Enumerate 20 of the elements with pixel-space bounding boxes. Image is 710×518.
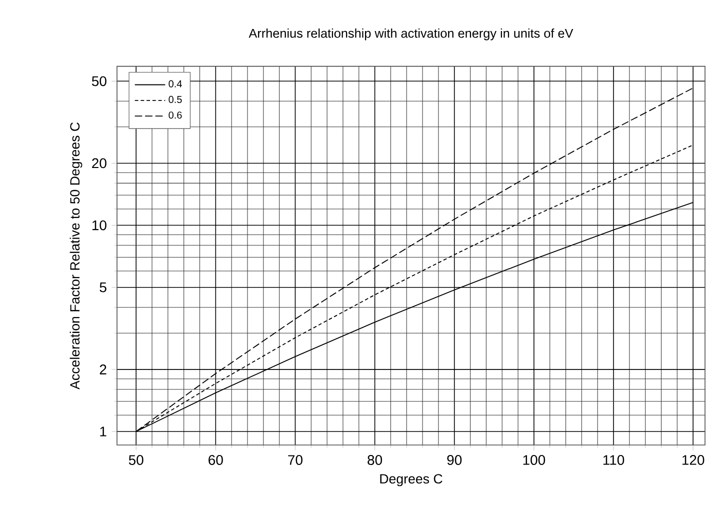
chart-title: Arrhenius relationship with activation energy in units of eV — [248, 28, 574, 40]
y-tick-label: 20 — [92, 158, 106, 168]
x-tick-label: 120 — [682, 455, 704, 465]
legend-label: 0.4 — [168, 80, 182, 88]
y-axis-title: Acceleration Factor Relative to 50 Degrees C — [70, 122, 82, 390]
y-tick-label: 5 — [100, 282, 106, 292]
x-tick-label: 70 — [288, 455, 302, 465]
x-tick-label: 110 — [603, 455, 624, 465]
y-tick-label: 2 — [100, 364, 106, 374]
y-tick-label: 50 — [92, 76, 106, 86]
legend-label: 0.6 — [168, 112, 182, 119]
x-tick-label: 100 — [523, 455, 546, 465]
x-tick-label: 50 — [128, 455, 144, 465]
x-tick-label: 80 — [368, 455, 382, 465]
y-tick-label: 10 — [92, 220, 106, 230]
legend-label: 0.5 — [168, 96, 182, 104]
x-axis-title: Degrees C — [380, 474, 442, 486]
x-tick-label: 60 — [208, 455, 223, 465]
y-tick-label: 1 — [100, 426, 106, 436]
x-tick-label: 90 — [447, 455, 462, 465]
